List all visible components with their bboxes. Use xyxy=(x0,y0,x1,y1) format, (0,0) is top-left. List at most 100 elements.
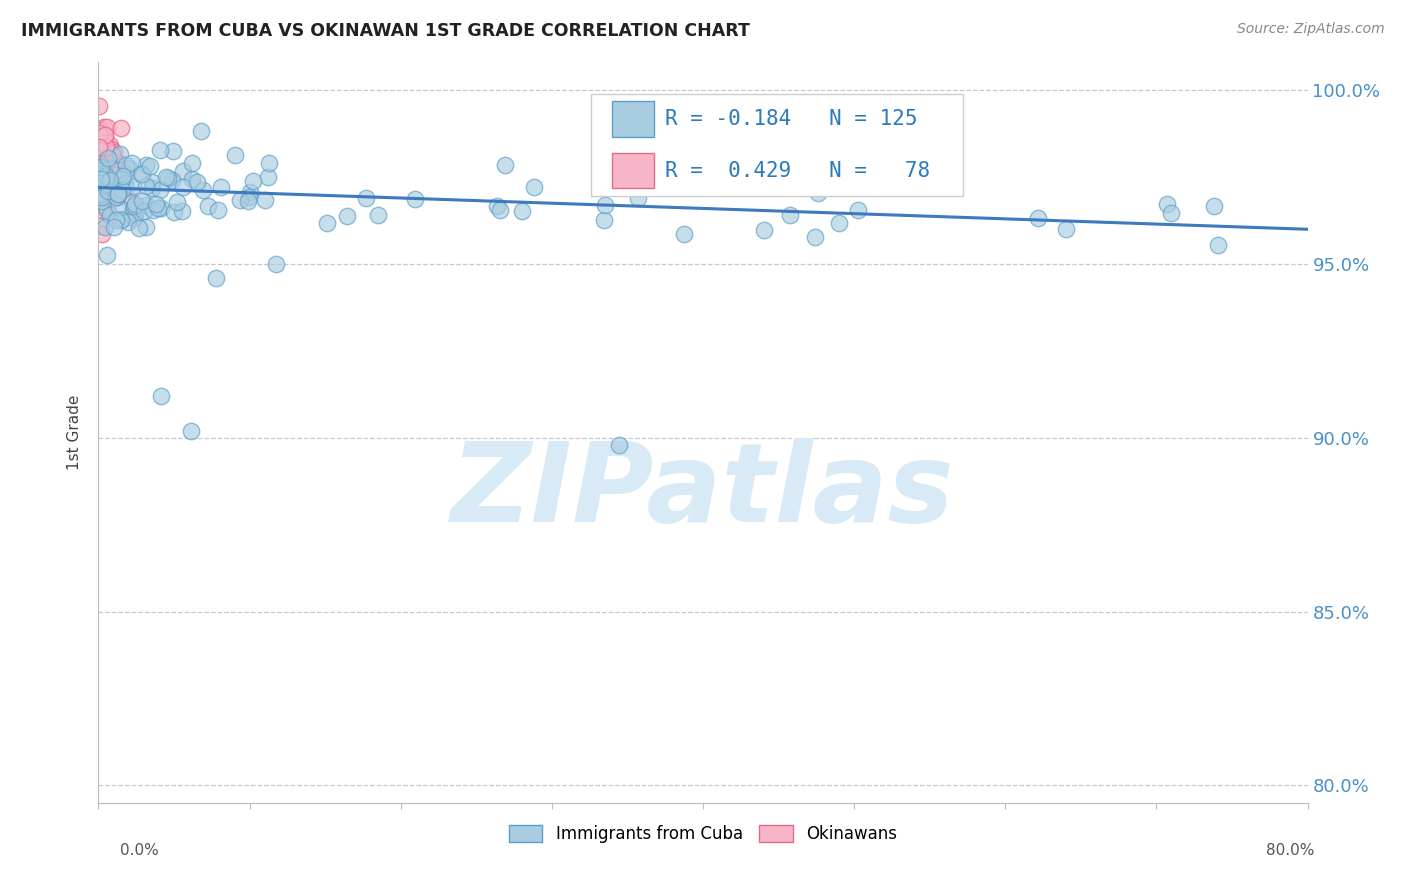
Point xyxy=(101,151,124,165)
Point xyxy=(807,186,830,200)
Point xyxy=(91,182,114,196)
Point xyxy=(104,183,127,197)
Point xyxy=(93,150,115,164)
Point xyxy=(90,202,112,217)
Point xyxy=(828,216,851,230)
Point xyxy=(90,170,112,185)
Point xyxy=(87,164,110,178)
Point xyxy=(205,271,228,285)
Text: Source: ZipAtlas.com: Source: ZipAtlas.com xyxy=(1237,22,1385,37)
Point xyxy=(100,142,122,156)
Point xyxy=(672,227,695,241)
Point xyxy=(96,201,118,215)
Point xyxy=(90,187,112,202)
Point xyxy=(107,187,129,202)
Point xyxy=(404,192,426,206)
Point xyxy=(145,197,167,211)
Point xyxy=(111,172,134,186)
Point xyxy=(89,161,111,176)
Point xyxy=(94,169,117,184)
Point xyxy=(523,180,546,194)
Point xyxy=(486,199,509,213)
Point xyxy=(103,145,125,160)
Point xyxy=(148,201,170,215)
Point xyxy=(98,173,121,187)
Point xyxy=(110,179,132,194)
Point xyxy=(135,219,157,234)
Point xyxy=(141,175,163,189)
Point xyxy=(115,180,138,194)
Point xyxy=(122,179,145,194)
Point xyxy=(121,195,143,210)
Text: IMMIGRANTS FROM CUBA VS OKINAWAN 1ST GRADE CORRELATION CHART: IMMIGRANTS FROM CUBA VS OKINAWAN 1ST GRA… xyxy=(21,22,749,40)
Point xyxy=(90,160,112,174)
Point xyxy=(149,183,172,197)
Point xyxy=(89,161,111,176)
Point xyxy=(779,208,801,222)
Point xyxy=(94,147,117,161)
Point xyxy=(91,162,114,177)
Point xyxy=(162,144,184,158)
Point xyxy=(191,183,214,197)
Point xyxy=(238,190,260,204)
Point xyxy=(117,215,139,229)
Point xyxy=(93,153,115,167)
Point xyxy=(96,189,118,203)
Point xyxy=(89,159,111,173)
Point xyxy=(135,158,157,172)
Point xyxy=(87,126,110,140)
Text: R =  0.429   N =   78: R = 0.429 N = 78 xyxy=(665,161,931,180)
Point xyxy=(752,223,775,237)
Point xyxy=(142,202,165,217)
Point xyxy=(98,161,121,175)
Point xyxy=(108,201,131,215)
Point xyxy=(186,175,208,189)
Point xyxy=(91,190,114,204)
Point xyxy=(101,148,124,162)
Point xyxy=(107,186,129,200)
Point xyxy=(94,155,117,169)
Point xyxy=(111,169,134,183)
Point xyxy=(124,207,146,221)
Point xyxy=(94,161,117,175)
Point xyxy=(100,145,122,159)
Point xyxy=(489,202,512,217)
Point xyxy=(91,194,114,208)
Point xyxy=(141,181,163,195)
Point xyxy=(89,178,111,192)
Point xyxy=(89,219,111,233)
Point xyxy=(129,167,152,181)
Point xyxy=(93,128,115,142)
Point xyxy=(114,176,136,190)
Point xyxy=(209,180,232,194)
Point xyxy=(96,248,118,262)
Point xyxy=(149,389,172,403)
Point xyxy=(93,162,115,177)
Point xyxy=(89,194,111,209)
Point xyxy=(97,184,120,198)
Point xyxy=(90,172,112,186)
Point xyxy=(94,128,117,143)
Point xyxy=(111,183,134,197)
Point xyxy=(257,170,280,185)
Point xyxy=(91,199,114,213)
Point xyxy=(804,230,827,244)
Point xyxy=(197,199,219,213)
Point xyxy=(96,140,118,154)
Point xyxy=(207,203,229,218)
Point xyxy=(627,191,650,205)
Text: 0.0%: 0.0% xyxy=(120,843,159,858)
Point xyxy=(104,169,127,183)
Point xyxy=(1156,196,1178,211)
Point xyxy=(101,164,124,178)
Point xyxy=(110,121,132,136)
Point xyxy=(510,204,533,219)
Point xyxy=(121,156,143,170)
Point xyxy=(87,139,110,153)
Point xyxy=(91,177,114,191)
Point xyxy=(131,167,153,181)
Text: R = -0.184   N = 125: R = -0.184 N = 125 xyxy=(665,110,918,129)
Point xyxy=(87,178,110,193)
Point xyxy=(90,158,112,172)
Point xyxy=(121,208,143,222)
